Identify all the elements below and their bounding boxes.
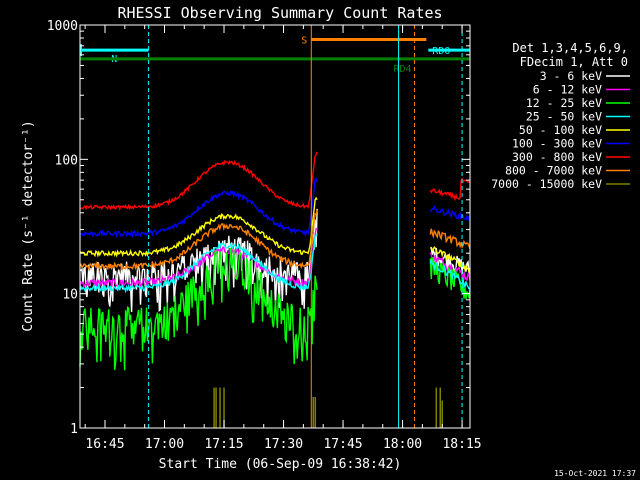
series-layer	[79, 151, 471, 428]
series-line-800-7000-kev-pre-gap	[79, 209, 318, 272]
series-line-50-100-kev-post-gap	[430, 245, 471, 273]
y-axis-label: Count Rate (s⁻¹ detector⁻¹)	[21, 120, 36, 331]
legend-label-50-100-kev: 50 - 100 keV	[519, 123, 602, 137]
legend-label-100-300-kev: 100 - 300 keV	[512, 137, 602, 151]
ticks-layer: 16:45 17:00 17:15 17:30 17:45 18:00 18:15 1 10 10…	[47, 19, 482, 452]
series-line-300-800-kev-post-gap	[429, 177, 471, 202]
flag-label-rd0: RD0	[432, 46, 450, 57]
series-line-25-50-kev-post-gap	[429, 257, 471, 290]
chart-title: RHESSI Observing Summary Count Rates	[117, 4, 442, 22]
y-tick-label-100: 100	[55, 153, 78, 168]
x-tick-label-1700: 17:00	[145, 437, 184, 452]
legend-header-line-1: Det 1,3,4,5,6,9,	[512, 41, 628, 55]
x-tick-label-1730: 17:30	[264, 437, 303, 452]
x-tick-label-1800: 18:00	[383, 437, 422, 452]
plot-frame	[79, 24, 471, 429]
series-line-25-50-kev-pre-gap	[79, 233, 318, 294]
series-line-12-25-kev-pre-gap	[79, 247, 318, 371]
series-line-12-25-kev-post-gap	[429, 257, 471, 300]
series-line-300-800-kev-pre-gap	[79, 151, 318, 212]
series-line-3-6-kev-pre-gap	[79, 208, 318, 313]
legend-label-800-7000-kev: 800 - 7000 keV	[505, 164, 602, 178]
series-line-100-300-kev-pre-gap	[79, 177, 318, 239]
x-axis-label: Start Time (06-Sep-09 16:38:42)	[159, 457, 402, 472]
series-line-6-12-kev-post-gap	[429, 252, 471, 281]
y-tick-label-1000: 1000	[47, 19, 78, 34]
x-tick-label-1815: 18:15	[442, 437, 481, 452]
legend-label-7000-15000-kev: 7000 - 15000 keV	[491, 177, 602, 191]
legend-label-3-6-kev: 3 - 6 keV	[540, 69, 602, 83]
flag-label-s: S	[301, 35, 307, 46]
y-tick-label-1: 1	[70, 422, 78, 437]
legend-label-6-12-kev: 6 - 12 keV	[533, 83, 602, 97]
legend-label-12-25-kev: 12 - 25 keV	[526, 96, 602, 110]
x-tick-label-1645: 16:45	[85, 437, 124, 452]
x-tick-label-1715: 17:15	[204, 437, 243, 452]
series-line-800-7000-kev-post-gap	[429, 228, 471, 249]
legend-label-300-800-kev: 300 - 800 keV	[512, 150, 602, 164]
x-tick-label-1745: 17:45	[323, 437, 362, 452]
generation-timestamp: 15-Oct-2021 17:37	[554, 469, 636, 478]
y-tick-label-10: 10	[62, 288, 78, 303]
legend-header-line-2: FDecim 1, Att 0	[520, 55, 628, 69]
series-line-100-300-kev-post-gap	[429, 204, 471, 221]
series-line-50-100-kev-pre-gap	[79, 196, 318, 258]
legend: Det 1,3,4,5,6,9, FDecim 1, Att 0 3 - 6 k…	[491, 41, 630, 191]
series-line-6-12-kev-pre-gap	[79, 227, 318, 290]
flag-label-rd4: RD4	[394, 64, 412, 75]
legend-label-25-50-kev: 25 - 50 keV	[526, 110, 602, 124]
